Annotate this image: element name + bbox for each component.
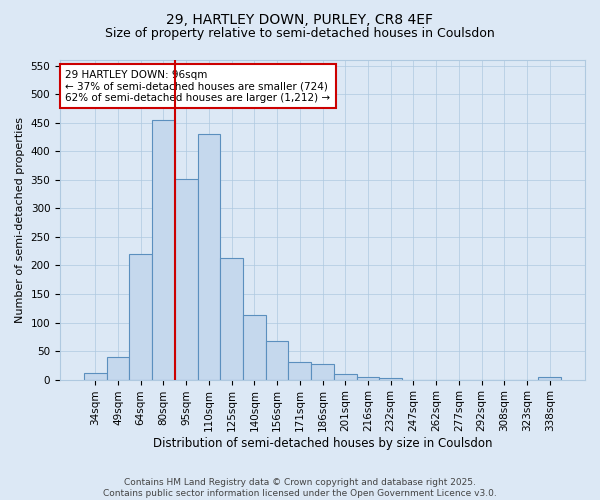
X-axis label: Distribution of semi-detached houses by size in Coulsdon: Distribution of semi-detached houses by … bbox=[153, 437, 492, 450]
Bar bbox=[197, 134, 220, 380]
Bar bbox=[379, 378, 402, 380]
Bar bbox=[175, 178, 197, 380]
Bar bbox=[334, 374, 356, 380]
Text: 29, HARTLEY DOWN, PURLEY, CR8 4EF: 29, HARTLEY DOWN, PURLEY, CR8 4EF bbox=[167, 12, 433, 26]
Bar bbox=[266, 341, 289, 380]
Bar bbox=[107, 358, 130, 380]
Bar bbox=[152, 120, 175, 380]
Text: Contains HM Land Registry data © Crown copyright and database right 2025.
Contai: Contains HM Land Registry data © Crown c… bbox=[103, 478, 497, 498]
Bar bbox=[289, 362, 311, 380]
Bar bbox=[356, 376, 379, 380]
Bar bbox=[538, 376, 561, 380]
Y-axis label: Number of semi-detached properties: Number of semi-detached properties bbox=[15, 117, 25, 323]
Bar bbox=[84, 372, 107, 380]
Text: 29 HARTLEY DOWN: 96sqm
← 37% of semi-detached houses are smaller (724)
62% of se: 29 HARTLEY DOWN: 96sqm ← 37% of semi-det… bbox=[65, 70, 331, 103]
Bar bbox=[243, 314, 266, 380]
Text: Size of property relative to semi-detached houses in Coulsdon: Size of property relative to semi-detach… bbox=[105, 28, 495, 40]
Bar bbox=[311, 364, 334, 380]
Bar bbox=[220, 258, 243, 380]
Bar bbox=[130, 254, 152, 380]
